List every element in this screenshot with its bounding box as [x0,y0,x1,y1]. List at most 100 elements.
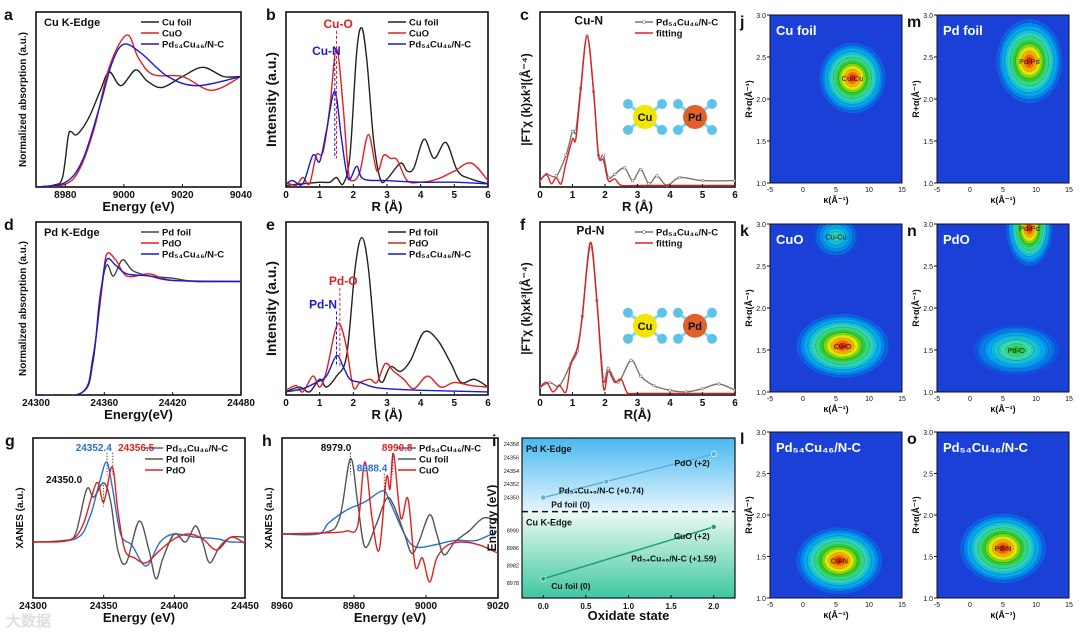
panel-j: Cu-Cu Cu foil 1.0 1.5 2.0 2.5 3.0 -5 0 5 10 15 κ(Å⁻¹… [739,13,906,205]
x-tick-label: -5 [934,396,940,403]
y-axis-label: R+α(Å⁻¹) [911,80,921,118]
peak-label: Pd-Pd [1019,224,1040,233]
series-line [540,241,735,395]
x-tick-label: 6 [732,398,738,409]
series-line [33,466,245,564]
legend-label: Pd foil [162,228,191,239]
y-tick-label: 1.5 [756,139,766,146]
y-axis-label: R+α(Å⁻¹) [744,496,754,534]
x-tick-label: 4 [667,190,673,201]
legend-marker [642,230,646,234]
y-axis-label: XANES (a.u.) [264,487,275,548]
nitrogen-atom-icon [657,99,667,109]
peak-label: Cu-N [831,557,849,566]
x-axis-label: R (Å) [371,199,402,214]
trend-line [543,526,714,580]
plot-frame [32,437,246,599]
y-axis-label: R+α(Å⁻¹) [744,289,754,327]
cu-atom-icon [633,105,657,129]
annotation: Pd-O [329,274,358,288]
x-tick-label: 5 [452,398,458,409]
y-tick-label: 3.0 [756,430,766,437]
peak-label: Pd-Pd [1019,57,1040,66]
plot-frame [285,221,489,396]
y-axis-label: |FTχ (k)xk³|(Å⁻⁴) [518,262,533,355]
panel-label: o [907,431,917,448]
y-axis-label: R+α(Å⁻¹) [911,289,921,327]
x-axis-label: Energy (eV) [354,610,426,625]
x-axis-label: R(Å) [624,407,651,422]
y-tick-label: 1.0 [756,596,766,603]
x-tick-label: 24420 [159,398,187,409]
data-point [570,129,575,133]
x-tick-label: 10 [865,602,873,609]
data-point [603,478,610,485]
data-point [700,179,705,183]
legend-label: Pd₅₄Cu₄₆/N-C [162,250,224,261]
x-axis-label: κ(Å⁻¹) [990,195,1015,205]
data-point [717,382,721,386]
x-axis-label: Energy(eV) [104,407,173,422]
panel-label: a [4,7,13,24]
y-tick-label: 24352 [504,482,519,488]
x-tick-label: 5 [452,190,458,201]
x-tick-label: 0 [801,396,805,403]
x-tick-label: 24350 [90,601,118,612]
structure-inset: Cu Pd [623,99,717,135]
nitrogen-atom-icon [623,333,633,344]
y-tick-label: 2.0 [923,306,933,313]
x-tick-label: 2 [602,398,608,409]
x-axis-label: Energy (eV) [103,610,175,625]
legend-marker [642,20,646,24]
series-line [286,236,488,393]
legend-label: PdO [162,239,182,250]
y-tick-label: 1.0 [923,181,933,188]
x-tick-label: -5 [767,396,773,403]
x-tick-label: 24450 [231,601,259,612]
y-tick-label: 3.0 [923,222,933,229]
y-axis-label: R+α(Å⁻¹) [911,496,921,534]
data-point [678,175,682,180]
y-tick-label: 1.0 [923,390,933,397]
nitrogen-atom-icon [707,333,717,344]
nitrogen-atom-icon [673,307,683,318]
legend-label: Pd₅₄Cu₄₆/N-C [656,18,718,29]
x-tick-label: 8980 [343,601,366,612]
plot-frame [35,221,242,396]
x-tick-label: 1 [317,190,323,201]
legend-label: CuO [419,466,439,477]
y-axis-label: Normalized absorption (a.u.) [18,241,29,376]
x-axis-label: κ(Å⁻¹) [823,404,848,414]
x-axis-label: R (Å) [371,407,402,422]
series-line [540,35,735,187]
x-tick-label: 1.0 [623,602,635,611]
data-point [613,172,617,176]
x-tick-label: 10 [865,396,873,403]
y-tick-label: 3.0 [923,430,933,437]
heatmap: Pd-Pd Pd-O [937,224,1069,392]
x-axis-label: Energy (eV) [102,199,174,214]
y-tick-label: 8982 [507,564,519,570]
x-tick-label: 10 [1032,602,1040,609]
x-tick-label: 5 [700,190,706,201]
y-tick-label: 8978 [507,581,519,587]
contour-level [838,342,847,349]
x-tick-label: 2 [351,398,357,409]
series-line [36,257,241,395]
pd-atom-icon [683,105,707,129]
edge-label: Cu K-Edge [526,518,572,528]
y-axis-label: Intensity (a.u.) [263,52,279,147]
legend-label: PdO [409,239,429,250]
x-tick-label: 3 [384,190,390,201]
data-point [652,383,656,388]
contour-level [1012,347,1021,353]
peak-label: Cu-O [834,342,852,351]
annotation: 8988.4 [357,464,388,475]
x-tick-label: 0 [801,187,805,194]
point-label: Pd foil (0) [551,500,590,510]
x-tick-label: 8960 [271,601,294,612]
x-tick-label: 4 [667,398,673,409]
y-tick-label: 2.5 [923,55,933,62]
x-tick-label: -5 [767,187,773,194]
panel-o: Pd-N Pd₅₄Cu₄₆/N-C 1.0 1.5 2.0 2.5 3.0 -5 0 5 10 15 κ… [907,430,1073,620]
